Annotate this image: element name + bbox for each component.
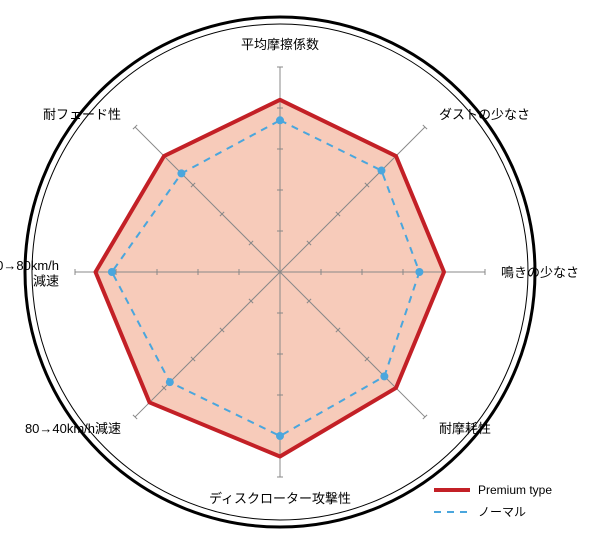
legend-label: Premium type — [478, 483, 552, 497]
axis-label: 耐フェード性 — [43, 107, 121, 122]
legend-label: ノーマル — [478, 505, 526, 519]
axis-label: ディスクローター攻撃性 — [209, 491, 351, 506]
axis-label: 耐摩耗性 — [439, 421, 491, 436]
series-marker — [276, 116, 284, 124]
grid — [75, 67, 485, 477]
series-marker — [108, 268, 116, 276]
series-marker — [377, 167, 385, 175]
axis-label: 平均摩擦係数 — [241, 37, 319, 52]
legend: Premium type ノーマル — [434, 483, 552, 519]
axis-label: 鳴きの少なさ — [501, 265, 579, 280]
series-marker — [415, 268, 423, 276]
series-marker — [166, 378, 174, 386]
series-marker — [177, 169, 185, 177]
radar-chart: 平均摩擦係数ダストの少なさ鳴きの少なさ耐摩耗性ディスクローター攻撃性 80→40k… — [0, 0, 600, 543]
axis-label: 80→40km/h減速 — [25, 421, 121, 436]
series-marker — [276, 432, 284, 440]
axis-label: ダストの少なさ — [439, 107, 530, 122]
axis-label: 120→80km/h減速 — [0, 258, 59, 289]
series-marker — [380, 372, 388, 380]
